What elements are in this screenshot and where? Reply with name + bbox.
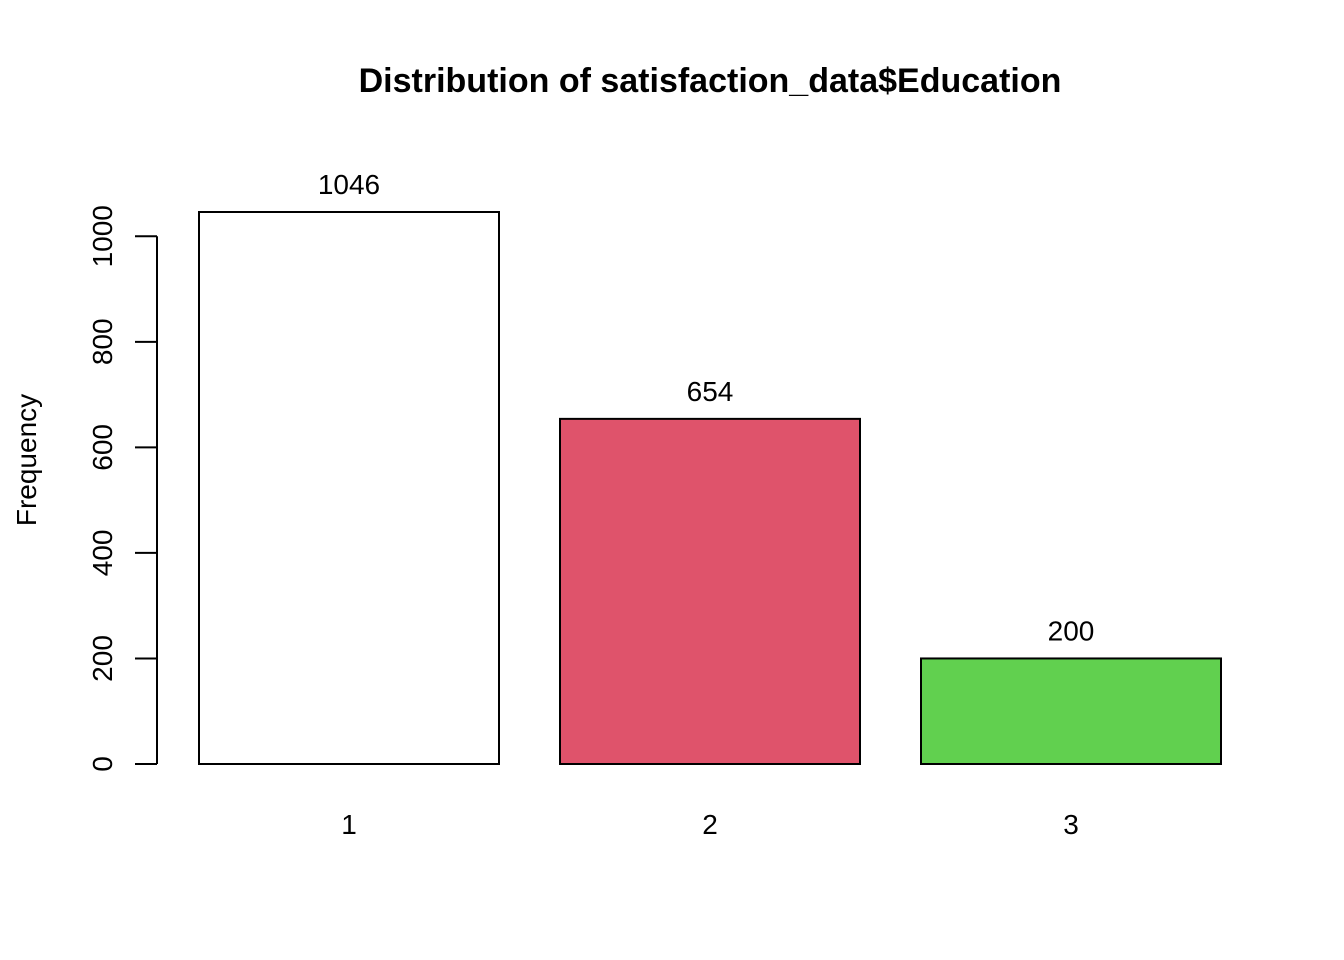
x-tick-labels-group: 1 2 3 bbox=[341, 809, 1079, 840]
chart-title: Distribution of satisfaction_data$Educat… bbox=[359, 62, 1062, 100]
y-axis-title: Frequency bbox=[11, 394, 42, 526]
y-tick-label: 200 bbox=[87, 635, 118, 682]
bar-value-label: 200 bbox=[1048, 615, 1095, 646]
bar-value-label: 1046 bbox=[318, 169, 380, 200]
x-tick-label: 3 bbox=[1063, 809, 1079, 840]
y-tick-label: 0 bbox=[87, 756, 118, 772]
bar bbox=[198, 211, 500, 765]
x-tick-label: 2 bbox=[702, 809, 718, 840]
y-tick-label: 400 bbox=[87, 530, 118, 577]
x-tick-label: 1 bbox=[341, 809, 357, 840]
bars-group bbox=[198, 211, 1222, 766]
y-tick-label: 600 bbox=[87, 424, 118, 471]
bar bbox=[920, 657, 1222, 766]
data-labels-group: 1046 654 200 bbox=[318, 169, 1095, 646]
bar-value-label: 654 bbox=[687, 376, 734, 407]
y-axis: 0 200 400 600 800 1000 bbox=[87, 205, 158, 772]
y-tick-label: 800 bbox=[87, 318, 118, 365]
bar bbox=[559, 417, 861, 765]
y-tick-label: 1000 bbox=[87, 205, 118, 267]
